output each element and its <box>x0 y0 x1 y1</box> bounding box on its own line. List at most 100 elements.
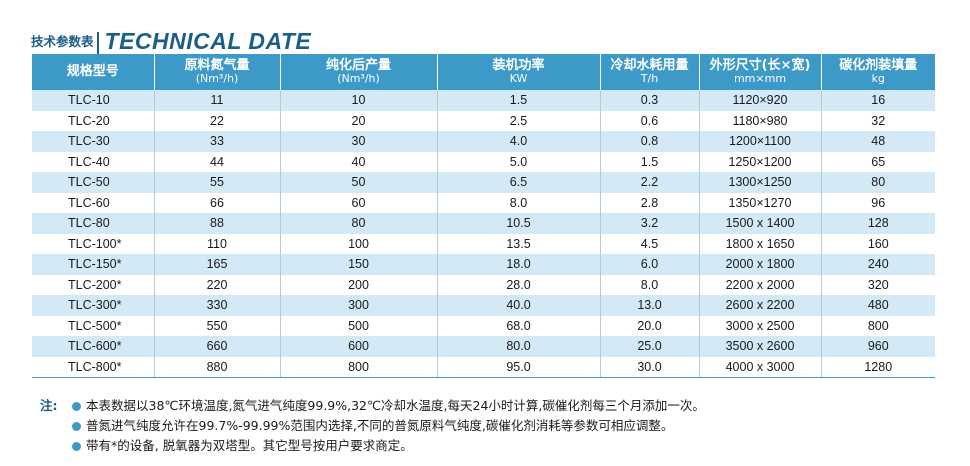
cell-model: TLC-150* <box>32 254 154 275</box>
cell-model: TLC-800* <box>32 356 154 378</box>
cell-purified-output: 40 <box>279 151 437 172</box>
table-row: TLC-20 22 20 2.5 0.6 1180×980 32 <box>32 110 935 131</box>
cell-dimensions: 2600 x 2200 <box>698 295 821 316</box>
table-row: TLC-60 66 60 8.0 2.8 1350×1270 96 <box>32 192 935 213</box>
header-cooling-water: 冷却水耗用量 T/h <box>599 54 699 90</box>
cell-catalyst-load: 65 <box>820 151 935 172</box>
cell-purified-output: 600 <box>279 336 437 357</box>
table-row: TLC-300* 330 300 40.0 13.0 2600 x 2200 480 <box>32 295 935 316</box>
cell-purified-output: 300 <box>279 295 437 316</box>
cell-installed-power: 28.0 <box>436 274 600 295</box>
cell-raw-nitrogen: 660 <box>153 336 280 357</box>
note-item: 普氮进气纯度允许在99.7%-99.99%范围内选择,不同的普氮原料气纯度,碳催… <box>40 416 940 436</box>
cell-raw-nitrogen: 165 <box>153 254 280 275</box>
cell-catalyst-load: 160 <box>820 233 935 254</box>
cell-cooling-water: 0.8 <box>599 131 699 152</box>
bullet-icon <box>72 441 81 451</box>
cell-cooling-water: 8.0 <box>599 274 699 295</box>
cell-cooling-water: 13.0 <box>599 295 699 316</box>
cell-model: TLC-200* <box>32 274 154 295</box>
table-row: TLC-200* 220 200 28.0 8.0 2200 x 2000 320 <box>32 274 935 295</box>
header-raw-nitrogen: 原料氮气量 (Nm³/h) <box>153 54 280 90</box>
cell-purified-output: 30 <box>279 131 437 152</box>
cell-raw-nitrogen: 220 <box>153 274 280 295</box>
cell-model: TLC-600* <box>32 336 154 357</box>
cell-cooling-water: 20.0 <box>599 315 699 336</box>
cell-dimensions: 3000 x 2500 <box>698 315 821 336</box>
cell-installed-power: 1.5 <box>436 90 600 111</box>
cell-cooling-water: 3.2 <box>599 213 699 234</box>
cell-installed-power: 95.0 <box>436 356 600 378</box>
cell-dimensions: 1200×1100 <box>698 131 821 152</box>
cell-catalyst-load: 128 <box>820 213 935 234</box>
cell-catalyst-load: 48 <box>820 131 935 152</box>
cell-cooling-water: 2.2 <box>599 172 699 193</box>
cell-purified-output: 80 <box>279 213 437 234</box>
cell-installed-power: 2.5 <box>436 110 600 131</box>
notes-prefix: 注: <box>40 398 58 413</box>
cell-purified-output: 150 <box>279 254 437 275</box>
cell-cooling-water: 0.6 <box>599 110 699 131</box>
cell-raw-nitrogen: 33 <box>153 131 280 152</box>
cell-model: TLC-60 <box>32 192 154 213</box>
note-text: 本表数据以38℃环境温度,氮气进气纯度99.9%,32℃冷却水温度,每天24小时… <box>86 398 705 413</box>
cell-raw-nitrogen: 11 <box>153 90 280 111</box>
cell-raw-nitrogen: 880 <box>153 356 280 378</box>
table-row: TLC-50 55 50 6.5 2.2 1300×1250 80 <box>32 172 935 193</box>
table-row: TLC-40 44 40 5.0 1.5 1250×1200 65 <box>32 151 935 172</box>
cell-installed-power: 5.0 <box>436 151 600 172</box>
cell-purified-output: 500 <box>279 315 437 336</box>
cell-installed-power: 13.5 <box>436 233 600 254</box>
table-row: TLC-10 11 10 1.5 0.3 1120×920 16 <box>32 90 935 111</box>
header-model: 规格型号 <box>32 54 154 90</box>
header-installed-power: 装机功率 KW <box>436 54 600 90</box>
cell-catalyst-load: 96 <box>820 192 935 213</box>
table-body: TLC-10 11 10 1.5 0.3 1120×920 16 TLC-20 22 20 2.5 0… <box>32 90 935 378</box>
cell-dimensions: 1350×1270 <box>698 192 821 213</box>
cell-catalyst-load: 800 <box>820 315 935 336</box>
note-text: 带有*的设备, 脱氧器为双塔型。其它型号按用户要求商定。 <box>86 438 413 453</box>
cell-installed-power: 10.5 <box>436 213 600 234</box>
cell-catalyst-load: 960 <box>820 336 935 357</box>
cell-installed-power: 4.0 <box>436 131 600 152</box>
table-row: TLC-30 33 30 4.0 0.8 1200×1100 48 <box>32 131 935 152</box>
cell-installed-power: 80.0 <box>436 336 600 357</box>
cell-raw-nitrogen: 55 <box>153 172 280 193</box>
cell-installed-power: 6.5 <box>436 172 600 193</box>
table-row: TLC-600* 660 600 80.0 25.0 3500 x 2600 960 <box>32 336 935 357</box>
cell-dimensions: 2200 x 2000 <box>698 274 821 295</box>
table-header-row: 规格型号 原料氮气量 (Nm³/h) 纯化后产量 (Nm³/h) 装机功率 KW 冷却… <box>32 54 935 90</box>
cell-purified-output: 200 <box>279 274 437 295</box>
cell-purified-output: 50 <box>279 172 437 193</box>
cell-purified-output: 20 <box>279 110 437 131</box>
cell-dimensions: 3500 x 2600 <box>698 336 821 357</box>
cell-catalyst-load: 480 <box>820 295 935 316</box>
cell-purified-output: 100 <box>279 233 437 254</box>
cell-dimensions: 1250×1200 <box>698 151 821 172</box>
note-text: 普氮进气纯度允许在99.7%-99.99%范围内选择,不同的普氮原料气纯度,碳催… <box>86 418 674 433</box>
cell-raw-nitrogen: 88 <box>153 213 280 234</box>
cell-model: TLC-500* <box>32 315 154 336</box>
cell-installed-power: 8.0 <box>436 192 600 213</box>
cell-dimensions: 1800 x 1650 <box>698 233 821 254</box>
cell-cooling-water: 1.5 <box>599 151 699 172</box>
header-dimensions: 外形尺寸(长×宽) mm×mm <box>698 54 821 90</box>
header-purified-output: 纯化后产量 (Nm³/h) <box>279 54 437 90</box>
cell-raw-nitrogen: 330 <box>153 295 280 316</box>
title-divider <box>96 32 99 54</box>
cell-installed-power: 18.0 <box>436 254 600 275</box>
cell-model: TLC-30 <box>32 131 154 152</box>
cell-dimensions: 2000 x 1800 <box>698 254 821 275</box>
bullet-icon <box>72 401 81 411</box>
cell-model: TLC-100* <box>32 233 154 254</box>
table-row: TLC-100* 110 100 13.5 4.5 1800 x 1650 160 <box>32 233 935 254</box>
bullet-icon <box>72 421 81 431</box>
cell-catalyst-load: 32 <box>820 110 935 131</box>
notes-section: 注: 本表数据以38℃环境温度,氮气进气纯度99.9%,32℃冷却水温度,每天2… <box>40 396 940 456</box>
cell-dimensions: 4000 x 3000 <box>698 356 821 378</box>
cell-cooling-water: 30.0 <box>599 356 699 378</box>
cell-cooling-water: 2.8 <box>599 192 699 213</box>
cell-catalyst-load: 1280 <box>820 356 935 378</box>
cell-purified-output: 60 <box>279 192 437 213</box>
cell-model: TLC-40 <box>32 151 154 172</box>
